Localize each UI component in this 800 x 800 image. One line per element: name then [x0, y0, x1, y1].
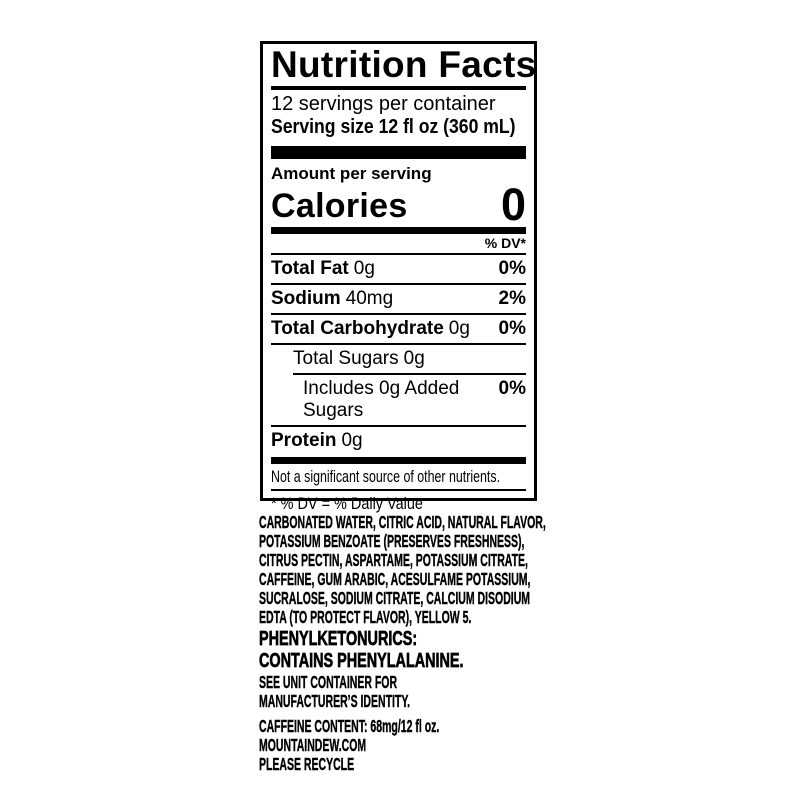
row-protein: Protein 0g — [271, 427, 526, 455]
manufacturer-line: MANUFACTURER’S IDENTITY. — [259, 691, 411, 711]
servings-per-container: 12 servings per container — [271, 93, 496, 115]
nutrient-dv: 0% — [498, 378, 526, 399]
row-total-fat: Total Fat 0g 0% — [271, 255, 526, 283]
row-total-sugars: Total Sugars 0g — [271, 345, 526, 373]
ingredients-line: POTASSIUM BENZOATE (PRESERVES FRESHNESS)… — [259, 531, 525, 551]
nutrient-name: Sodium 40mg — [271, 288, 394, 309]
calories-label: Calories — [271, 187, 408, 225]
nutrition-facts-title: Nutrition Facts — [271, 44, 537, 85]
phenylketonurics-warning: PHENYLKETONURICS: CONTAINS PHENYLALANINE… — [259, 628, 543, 673]
ingredients-line: CARBONATED WATER, CITRIC ACID, NATURAL F… — [259, 512, 546, 532]
title-divider — [271, 86, 526, 90]
row-divider — [271, 425, 526, 427]
manufacturer-line: SEE UNIT CONTAINER FOR — [259, 672, 398, 692]
warning-line: CONTAINS PHENYLALANINE. — [259, 650, 464, 673]
row-divider — [271, 313, 526, 315]
row-added-sugars: Includes 0g Added Sugars 0% — [271, 375, 526, 425]
daily-value-header: % DV* — [484, 235, 526, 251]
thick-divider — [271, 146, 526, 159]
calories-divider — [271, 227, 526, 234]
calories-row: Calories 0 — [271, 179, 526, 230]
nutrient-dv: 0% — [498, 258, 526, 279]
ingredients-text: CARBONATED WATER, CITRIC ACID, NATURAL F… — [259, 512, 737, 627]
row-divider-indented — [293, 373, 526, 375]
nutrition-facts-label: Nutrition Facts 12 servings per containe… — [260, 41, 537, 513]
protein-divider — [271, 457, 526, 464]
ingredients-line: CITRUS PECTIN, ASPARTAME, POTASSIUM CITR… — [259, 550, 528, 570]
nutrient-name: Total Fat 0g — [271, 258, 375, 279]
footnote-other-nutrients: Not a significant source of other nutrie… — [271, 467, 501, 486]
nutrient-name: Total Carbohydrate 0g — [271, 318, 470, 339]
caffeine-content-line: CAFFEINE CONTENT: 68mg/12 fl oz. — [259, 716, 440, 736]
nutrient-name: Protein 0g — [271, 430, 363, 451]
ingredients-line: CAFFEINE, GUM ARABIC, ACESULFAME POTASSI… — [259, 569, 531, 589]
nutrient-dv: 2% — [498, 288, 526, 309]
nutrient-dv: 0% — [498, 318, 526, 339]
serving-size: Serving size 12 fl oz (360 mL) — [271, 116, 516, 138]
footnote-dv-definition: * % DV = % Daily Value — [271, 494, 423, 513]
nutrient-name: Includes 0g Added Sugars — [303, 378, 460, 421]
warning-line: PHENYLKETONURICS: — [259, 628, 418, 651]
footnote-divider — [271, 489, 526, 491]
ingredients-line: SUCRALOSE, SODIUM CITRATE, CALCIUM DISOD… — [259, 588, 531, 608]
amount-per-serving-label: Amount per serving — [271, 164, 432, 183]
calories-value: 0 — [500, 179, 526, 230]
manufacturer-note: SEE UNIT CONTAINER FOR MANUFACTURER’S ID… — [259, 672, 511, 711]
website-line: MOUNTAINDEW.COM — [259, 735, 367, 755]
row-divider — [271, 283, 526, 285]
ingredients-line: EDTA (TO PROTECT FLAVOR), YELLOW 5. — [259, 607, 472, 627]
row-divider — [271, 343, 526, 345]
row-sodium: Sodium 40mg 2% — [271, 285, 526, 313]
nutrient-name: Total Sugars 0g — [293, 348, 425, 369]
row-total-carbohydrate: Total Carbohydrate 0g 0% — [271, 315, 526, 343]
recycle-line: PLEASE RECYCLE — [259, 754, 355, 774]
footer-text: CAFFEINE CONTENT: 68mg/12 fl oz. MOUNTAI… — [259, 716, 559, 774]
row-divider — [271, 253, 526, 255]
